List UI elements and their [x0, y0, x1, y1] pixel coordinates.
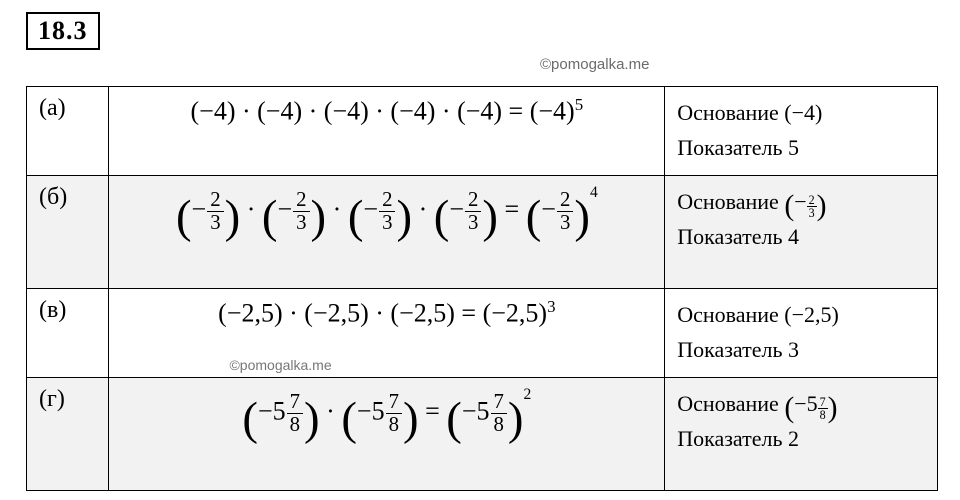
table-row: (в)(−2,5) · (−2,5) · (−2,5) = (−2,5)3©po…: [27, 289, 938, 378]
exponent-line: Показатель 5: [677, 130, 925, 165]
table-row: (б)(−23) · (−23) · (−23) · (−23) = (−23)…: [27, 176, 938, 289]
watermark-mid: ©pomogalka.me: [229, 357, 331, 373]
row-label: (в): [27, 289, 109, 378]
expression-cell: (−578) · (−578) = (−578)2: [109, 378, 665, 491]
description-cell: Основание (−2,5)Показатель 3: [665, 289, 938, 378]
row-label: (а): [27, 87, 109, 176]
exercise-number: 18.3: [26, 12, 100, 50]
watermark-top: ©pomogalka.me: [540, 56, 649, 73]
exponent-line: Показатель 3: [677, 332, 925, 367]
row-label: (б): [27, 176, 109, 289]
table-row: (а)(−4) · (−4) · (−4) · (−4) · (−4) = (−…: [27, 87, 938, 176]
row-label: (г): [27, 378, 109, 491]
base-line: Основание (−23): [677, 184, 925, 219]
table-row: (г)(−578) · (−578) = (−578)2Основание (−…: [27, 378, 938, 491]
exponent-line: Показатель 4: [677, 219, 925, 254]
description-cell: Основание (−23)Показатель 4: [665, 176, 938, 289]
exercise-table: (а)(−4) · (−4) · (−4) · (−4) · (−4) = (−…: [26, 86, 938, 491]
base-line: Основание (−2,5): [677, 297, 925, 332]
description-cell: Основание (−578)Показатель 2: [665, 378, 938, 491]
description-cell: Основание (−4)Показатель 5: [665, 87, 938, 176]
expression-cell: (−2,5) · (−2,5) · (−2,5) = (−2,5)3©pomog…: [109, 289, 665, 378]
expression-cell: (−23) · (−23) · (−23) · (−23) = (−23)4: [109, 176, 665, 289]
base-line: Основание (−578): [677, 386, 925, 421]
base-line: Основание (−4): [677, 95, 925, 130]
exponent-line: Показатель 2: [677, 421, 925, 456]
expression-cell: (−4) · (−4) · (−4) · (−4) · (−4) = (−4)5: [109, 87, 665, 176]
